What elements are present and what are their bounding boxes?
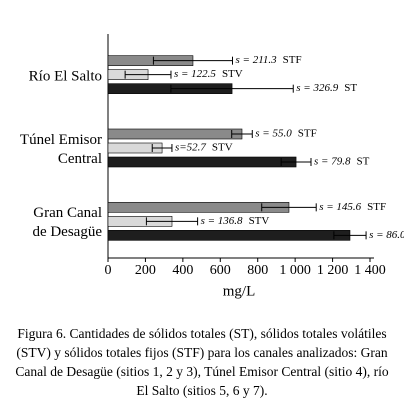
bar: [107, 230, 351, 241]
caption: Figura 6. Cantidades de sólidos totales …: [15, 326, 389, 398]
series-label: STF: [283, 54, 302, 66]
y-tick-label: Gran Canal de Desagüe: [32, 205, 102, 241]
error-label: s = 122.5: [174, 68, 216, 80]
y-tick-label: Túnel Emisor Central: [19, 132, 102, 167]
series-label: STV: [249, 215, 270, 227]
bar: [107, 128, 243, 140]
error-label: s = 55.0: [255, 128, 292, 140]
error-label: s=52.7: [175, 142, 206, 154]
series-label: ST: [344, 82, 357, 94]
x-tick-label: 600: [210, 263, 231, 278]
x-tick-label: 1 400: [354, 263, 386, 278]
bar: [107, 156, 297, 168]
series-label: STV: [222, 68, 243, 80]
chart: mg/L 0 200 400 600 800 1 000 1 200 1 400 s = 211…: [105, 34, 404, 299]
y-tick-label: Río El Salto: [28, 68, 102, 85]
x-tick-label: 200: [135, 263, 156, 278]
x-axis-label: mg/L: [223, 283, 256, 299]
x-tick-label: 800: [247, 263, 268, 278]
error-label: s = 79.8: [314, 156, 351, 168]
error-label: s = 145.6: [319, 201, 361, 213]
error-label: s = 86.0: [369, 229, 404, 241]
series-label: STV: [212, 142, 233, 154]
x-tick-label: 400: [172, 263, 193, 278]
x-tick-label: 0: [105, 263, 112, 278]
error-label: s = 211.3: [236, 54, 278, 66]
error-label: s = 136.8: [201, 215, 243, 227]
error-label: s = 326.9: [296, 82, 338, 94]
series-label: ST: [356, 156, 369, 168]
series-label: STF: [367, 201, 386, 213]
series-label: STF: [298, 128, 317, 140]
x-tick-label: 1 000: [279, 263, 311, 278]
x-tick-label: 1 200: [317, 263, 349, 278]
